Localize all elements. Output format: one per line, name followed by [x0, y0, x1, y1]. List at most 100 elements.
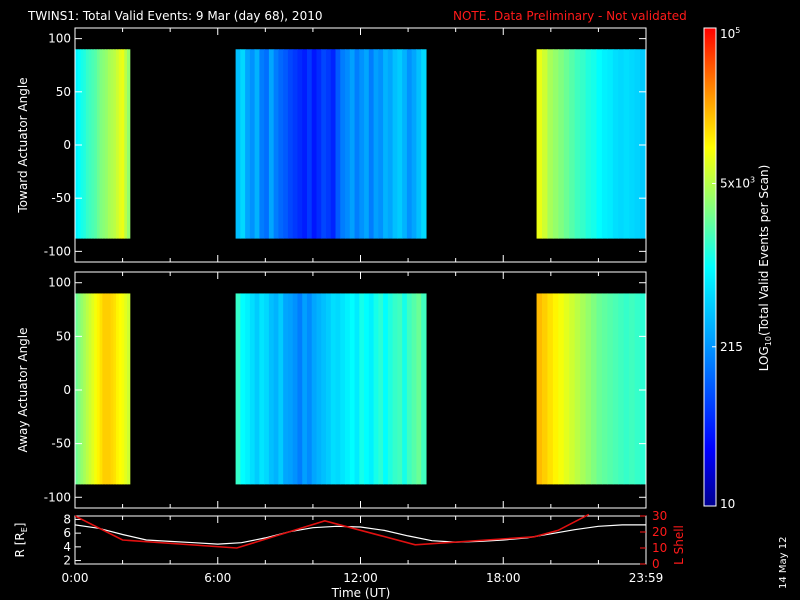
away-cell [552, 293, 559, 485]
away-cell [354, 293, 360, 485]
away-cell [536, 293, 543, 485]
toward-cell [83, 49, 87, 239]
lshell-ytick-label: 0 [652, 557, 660, 571]
away-cell [618, 293, 625, 485]
toward-cell [402, 49, 408, 239]
away-cell [254, 293, 260, 485]
away-cell [383, 293, 389, 485]
away-cell [75, 293, 79, 485]
colorbar-tick-exp: 3 [750, 175, 755, 184]
lshell-line [75, 513, 590, 549]
toward-cell [235, 49, 241, 239]
toward-cell [378, 49, 384, 239]
away-cell [612, 293, 619, 485]
toward-cell [345, 49, 351, 239]
away-heatmap [75, 293, 647, 485]
toward-cell [321, 49, 327, 239]
toward-cell [397, 49, 403, 239]
away-cell [105, 293, 109, 485]
away-cell [569, 293, 576, 485]
toward-cell [368, 49, 375, 239]
toward-ytick-label: 0 [63, 138, 71, 152]
away-cell [278, 293, 284, 485]
toward-cell [105, 49, 109, 239]
time-xtick-label: 0:00 [62, 571, 89, 585]
away-cell [306, 293, 313, 485]
toward-cell [283, 49, 289, 239]
away-cell [607, 293, 614, 485]
toward-ytick-label: -50 [51, 191, 71, 205]
toward-cell [392, 49, 398, 239]
away-cell [416, 293, 422, 485]
away-cell [96, 293, 101, 485]
toward-cell [536, 49, 543, 239]
lshell-ytick-label: 10 [652, 541, 667, 555]
toward-heatmap [75, 49, 647, 239]
toward-cell [623, 49, 630, 239]
toward-cell [335, 49, 341, 239]
away-cell [102, 293, 106, 485]
toward-cell [373, 49, 379, 239]
orbit-ylabel-main: R [R [13, 532, 27, 557]
toward-cell [80, 49, 84, 239]
toward-cell [254, 49, 260, 239]
away-cell [623, 293, 630, 485]
away-cell [640, 293, 647, 485]
toward-cell [249, 49, 256, 239]
away-ytick-label: 100 [48, 276, 71, 290]
orbit-ytick-label: 6 [63, 526, 71, 540]
orbit-ytick-label: 4 [63, 540, 71, 554]
away-cell [245, 293, 251, 485]
away-cell [574, 293, 581, 485]
away-cell [283, 293, 289, 485]
away-cell [547, 293, 554, 485]
away-cell [113, 293, 117, 485]
colorbar-tick-base: 215 [720, 340, 743, 354]
toward-cell [77, 49, 82, 239]
away-cell [330, 293, 337, 485]
time-xlabel: Time (UT) [331, 586, 391, 600]
toward-cell [94, 49, 98, 239]
away-cell [83, 293, 87, 485]
away-cell [126, 293, 131, 485]
toward-cell [416, 49, 422, 239]
toward-cell [558, 49, 565, 239]
away-cell [596, 293, 603, 485]
preliminary-note: NOTE. Data Preliminary - Not validated [453, 9, 687, 23]
away-cell [368, 293, 375, 485]
orbit-ylabel-end: ] [13, 523, 27, 528]
time-xtick-label: 12:00 [343, 571, 378, 585]
toward-cell [264, 49, 270, 239]
lshell-ytick-label: 20 [652, 525, 667, 539]
colorbar-label-main: LOG [757, 346, 771, 371]
toward-cell [102, 49, 106, 239]
colorbar-tick-label: 5x103 [720, 175, 755, 190]
toward-cell [88, 49, 93, 239]
toward-cell [75, 49, 79, 239]
away-cell [349, 293, 356, 485]
away-cell [321, 293, 327, 485]
toward-cell [113, 49, 117, 239]
chart-title: TWINS1: Total Valid Events: 9 Mar (day 6… [27, 9, 322, 23]
toward-cell [297, 49, 303, 239]
away-cell [99, 293, 103, 485]
away-panel: 100 50 0 -50 -100 Away Actuator Angle [16, 271, 647, 509]
toward-cell [278, 49, 284, 239]
toward-cell [292, 49, 299, 239]
toward-cell [306, 49, 313, 239]
away-cell [364, 293, 370, 485]
toward-cell [96, 49, 101, 239]
toward-cell [118, 49, 123, 239]
away-cell [558, 293, 565, 485]
away-cell [235, 293, 241, 485]
toward-cell [411, 49, 418, 239]
away-cell [124, 293, 128, 485]
away-cell [107, 293, 112, 485]
colorbar-tick-label: 215 [720, 340, 743, 354]
toward-cell [547, 49, 554, 239]
toward-cell [612, 49, 619, 239]
toward-cell [107, 49, 112, 239]
time-xtick-label: 6:00 [204, 571, 231, 585]
